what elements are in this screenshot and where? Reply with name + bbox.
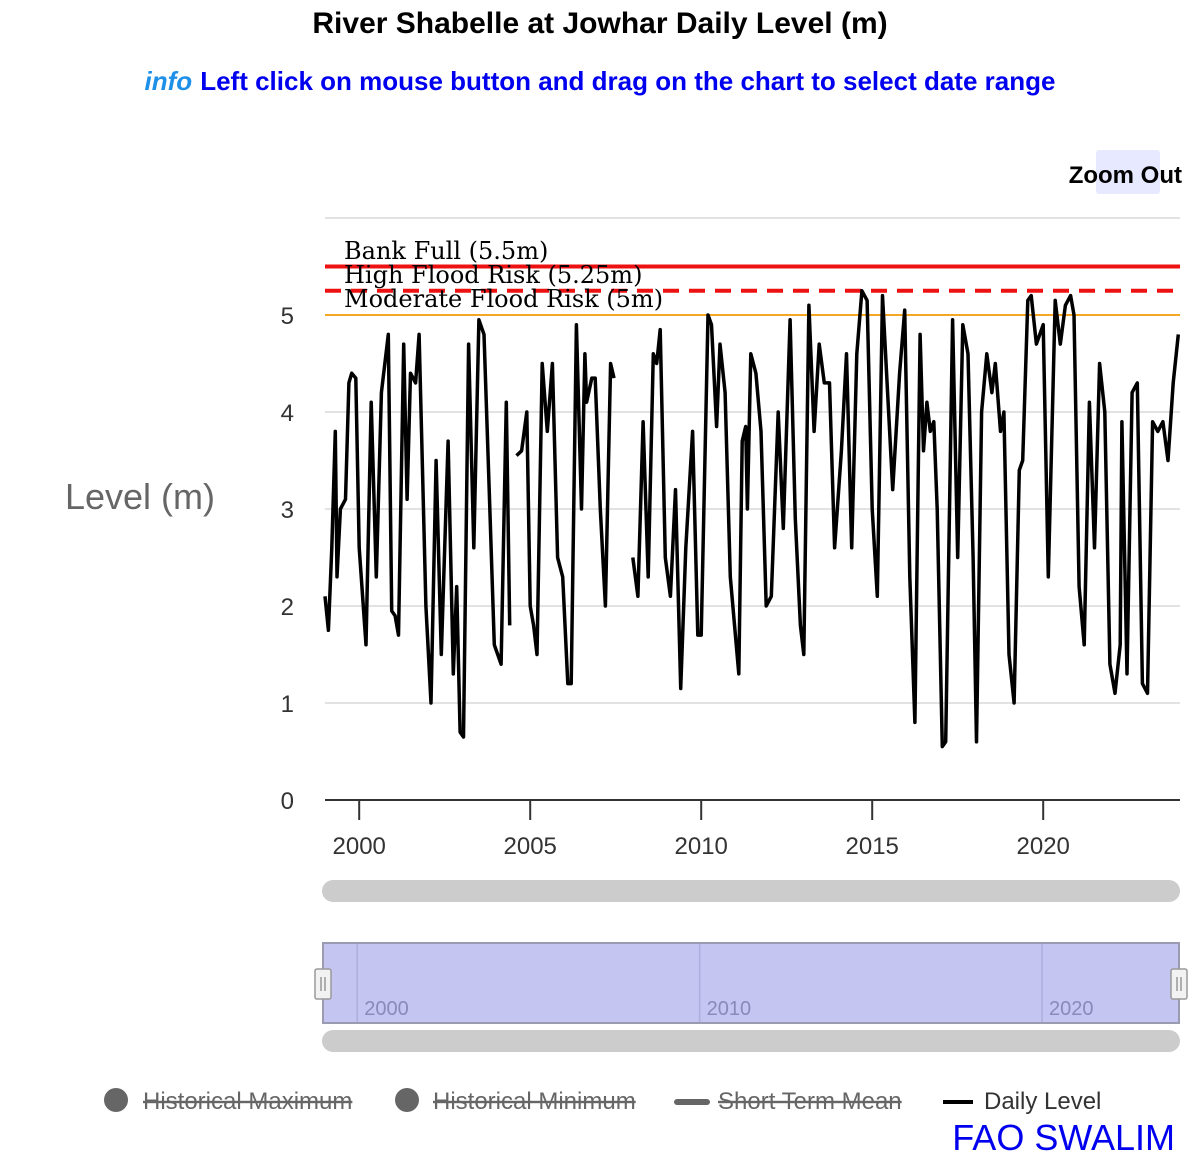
legend-circle-symbol — [104, 1088, 128, 1112]
info-text: Left click on mouse button and drag on t… — [200, 66, 1055, 96]
threshold-label: Moderate Flood Risk (5m) — [344, 285, 663, 313]
x-tick-label: 2000 — [333, 833, 386, 860]
zoom-out-button-bg[interactable] — [1096, 150, 1160, 194]
y-axis-title: Level (m) — [65, 476, 215, 517]
zoom-out-label[interactable]: Zoom Out — [1069, 162, 1182, 189]
daily-level-line[interactable] — [631, 289, 1181, 749]
daily-level-line[interactable] — [323, 318, 512, 739]
legend-circle-symbol — [395, 1088, 419, 1112]
daily-level-series[interactable] — [323, 289, 1181, 749]
navigator-tick-label: 2010 — [707, 998, 752, 1020]
legend-item-historical-maximum[interactable]: Historical Maximum — [104, 1088, 352, 1115]
credit-fao-swalim[interactable]: FAO SWALIM — [952, 1117, 1175, 1158]
legend-label-daily-level[interactable]: Daily Level — [984, 1088, 1101, 1115]
chart-title: River Shabelle at Jowhar Daily Level (m) — [312, 7, 887, 40]
legend-item-historical-minimum[interactable]: Historical Minimum — [395, 1088, 636, 1115]
legend-label-short-term-mean[interactable]: Short Term Mean — [718, 1088, 902, 1115]
y-tick-label: 3 — [281, 497, 294, 524]
chart-scrollbar[interactable] — [322, 880, 1180, 902]
threshold-lines: Bank Full (5.5m)High Flood Risk (5.25m)M… — [325, 237, 1180, 316]
navigator-selection[interactable] — [322, 942, 1180, 1024]
threshold-label: Bank Full (5.5m) — [344, 237, 548, 265]
x-tick-label: 2015 — [846, 833, 899, 860]
x-tick-label: 2010 — [675, 833, 728, 860]
x-tick-label: 2020 — [1017, 833, 1070, 860]
navigator-scrollbar[interactable] — [322, 1030, 1180, 1052]
legend-label-historical-minimum[interactable]: Historical Minimum — [433, 1088, 636, 1115]
y-axis-ticks: 0 1 2 3 4 5 — [281, 303, 294, 815]
y-tick-label: 2 — [281, 594, 294, 621]
info-word: info — [145, 66, 193, 96]
daily-level-line[interactable] — [515, 322, 616, 686]
navigator-tick-label: 2020 — [1049, 998, 1094, 1020]
threshold-label: High Flood Risk (5.25m) — [344, 261, 642, 289]
navigator-right-handle[interactable] — [1170, 968, 1188, 1000]
legend-label-historical-maximum[interactable]: Historical Maximum — [143, 1088, 352, 1115]
navigator-left-handle-box[interactable] — [314, 968, 332, 1000]
navigator-right-handle-box[interactable] — [1170, 968, 1188, 1000]
navigator-left-handle[interactable] — [314, 968, 332, 1000]
x-axis-ticks: 2000 2005 2010 2015 2020 — [333, 800, 1070, 860]
navigator[interactable]: 2000 2010 2020 — [314, 942, 1188, 1024]
navigator-tick-label: 2000 — [364, 998, 409, 1020]
y-tick-label: 1 — [281, 691, 294, 718]
info-line: info Left click on mouse button and drag … — [145, 66, 1056, 96]
navigator-ticks: 2000 2010 2020 — [356, 944, 1094, 1022]
legend-item-short-term-mean[interactable]: Short Term Mean — [674, 1088, 902, 1115]
legend: Historical Maximum Historical Minimum Sh… — [104, 1088, 1101, 1115]
y-tick-label: 4 — [281, 400, 294, 427]
y-tick-label: 5 — [281, 303, 294, 330]
x-tick-label: 2005 — [504, 833, 557, 860]
zoom-out-button[interactable]: Zoom Out — [1069, 150, 1182, 194]
legend-item-daily-level[interactable]: Daily Level — [943, 1088, 1101, 1115]
y-tick-label: 0 — [281, 788, 294, 815]
